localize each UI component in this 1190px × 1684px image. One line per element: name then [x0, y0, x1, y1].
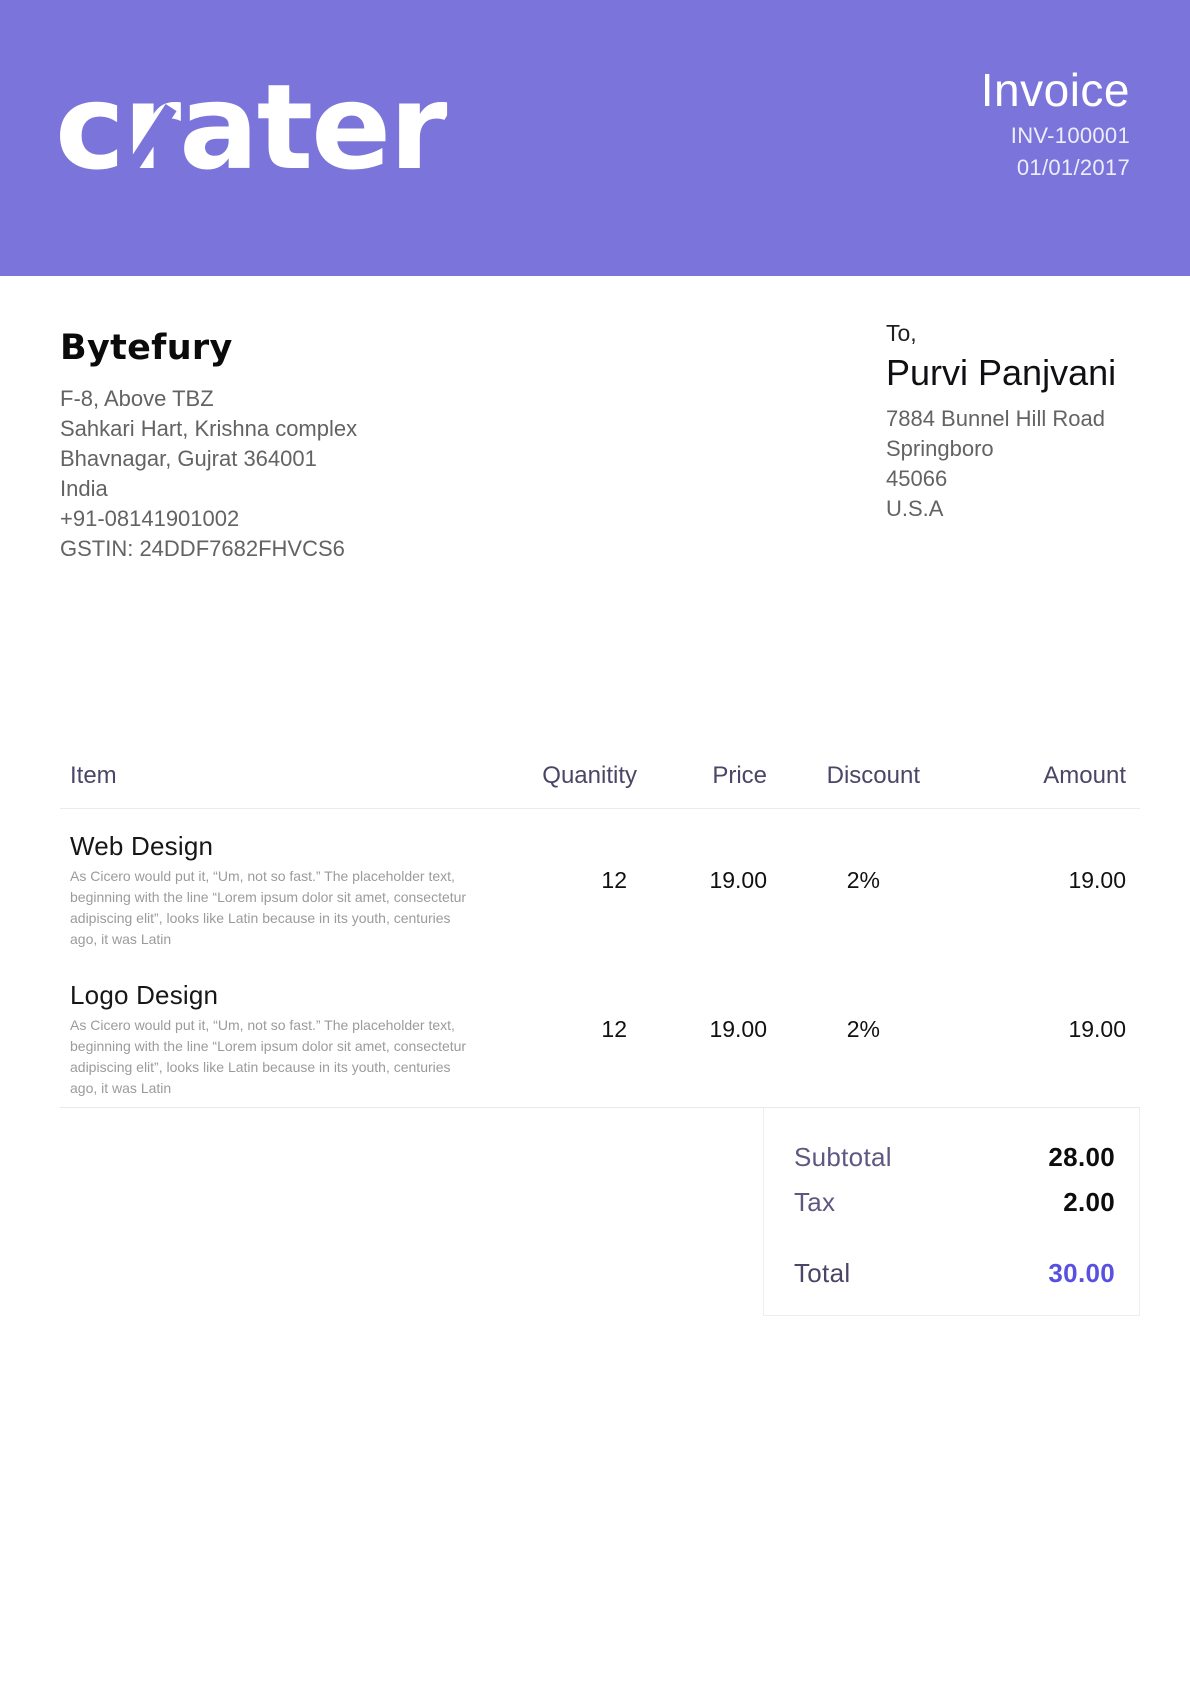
table-header-row: Item Quanitity Price Discount Amount	[60, 762, 1140, 809]
item-price: 19.00	[709, 867, 767, 893]
company-name: Bytefury	[60, 328, 233, 368]
invoice-number: INV-100001	[1010, 122, 1130, 148]
item-quantity: 12	[601, 867, 627, 893]
recipient-block: To, Purvi Panjvani 7884 Bunnel Hill Road…	[886, 318, 1116, 524]
recipient-name: Purvi Panjvani	[886, 352, 1117, 393]
item-cell: Web Design As Cicero would put it, “Um, …	[60, 809, 470, 959]
invoice-meta: Invoice INV-100001 01/01/2017	[981, 62, 1130, 184]
subtotal-value: 28.00	[1048, 1142, 1115, 1172]
subtotal-row: Subtotal 28.00	[794, 1142, 1115, 1173]
brand-logo: crater	[55, 68, 470, 190]
column-header-discount: Discount	[767, 762, 920, 809]
item-row: Logo Design As Cicero would put it, “Um,…	[60, 958, 1140, 1108]
total-label: Total	[794, 1258, 851, 1288]
recipient-address-line: 7884 Bunnel Hill Road	[886, 406, 1105, 431]
company-block: Bytefury F-8, Above TBZ Sahkari Hart, Kr…	[60, 328, 1130, 564]
item-amount: 19.00	[920, 958, 1140, 1108]
company-address: F-8, Above TBZ Sahkari Hart, Krishna com…	[60, 384, 1130, 564]
item-amount: 19.00	[1068, 867, 1126, 893]
column-header-item: Item	[60, 762, 470, 809]
item-quantity: 12	[470, 958, 637, 1108]
recipient-address: 7884 Bunnel Hill Road Springboro 45066 U…	[886, 404, 1116, 524]
item-name: Web Design	[70, 831, 214, 861]
item-cell: Logo Design As Cicero would put it, “Um,…	[60, 958, 470, 1108]
tax-value: 2.00	[1063, 1187, 1115, 1217]
item-discount: 2%	[846, 867, 880, 893]
invoice-title: Invoice	[980, 64, 1130, 116]
column-header-amount: Amount	[920, 762, 1140, 809]
column-header-quantity: Quanitity	[470, 762, 637, 809]
recipient-label: To,	[886, 320, 917, 346]
total-row: Total 30.00	[794, 1258, 1115, 1289]
recipient-address-line: U.S.A	[886, 496, 944, 521]
brand-logo-text: crater	[55, 58, 447, 196]
totals-box: Subtotal 28.00 Tax 2.00 Total 30.00	[763, 1108, 1140, 1316]
item-discount: 2%	[767, 958, 920, 1108]
column-header-price: Price	[637, 762, 767, 809]
recipient-address-line: Springboro	[886, 436, 994, 461]
items-table: Item Quanitity Price Discount Amount Web…	[60, 762, 1140, 1108]
tax-label: Tax	[794, 1187, 836, 1217]
header-band: crater Invoice INV-100001 01/01/2017	[0, 0, 1190, 276]
invoice-date: 01/01/2017	[1016, 154, 1130, 180]
item-description: As Cicero would put it, “Um, not so fast…	[70, 1017, 467, 1096]
recipient-address-line: 45066	[886, 466, 948, 491]
parties-section: Bytefury F-8, Above TBZ Sahkari Hart, Kr…	[60, 276, 1130, 566]
items-section: Item Quanitity Price Discount Amount Web…	[60, 762, 1140, 1316]
company-address-line: Sahkari Hart, Krishna complex	[60, 416, 358, 441]
item-row: Web Design As Cicero would put it, “Um, …	[60, 809, 1140, 959]
company-phone: +91-08141901002	[60, 506, 240, 531]
company-address-line: Bhavnagar, Gujrat 364001	[60, 446, 317, 471]
total-value: 30.00	[1048, 1258, 1115, 1288]
company-address-line: F-8, Above TBZ	[60, 386, 214, 411]
company-gstin: GSTIN: 24DDF7682FHVCS6	[60, 536, 345, 561]
item-description: As Cicero would put it, “Um, not so fast…	[70, 868, 467, 947]
tax-row: Tax 2.00	[794, 1187, 1115, 1218]
company-address-line: India	[60, 476, 108, 501]
subtotal-label: Subtotal	[794, 1142, 892, 1172]
item-name: Logo Design	[70, 980, 219, 1010]
item-price: 19.00	[637, 958, 767, 1108]
